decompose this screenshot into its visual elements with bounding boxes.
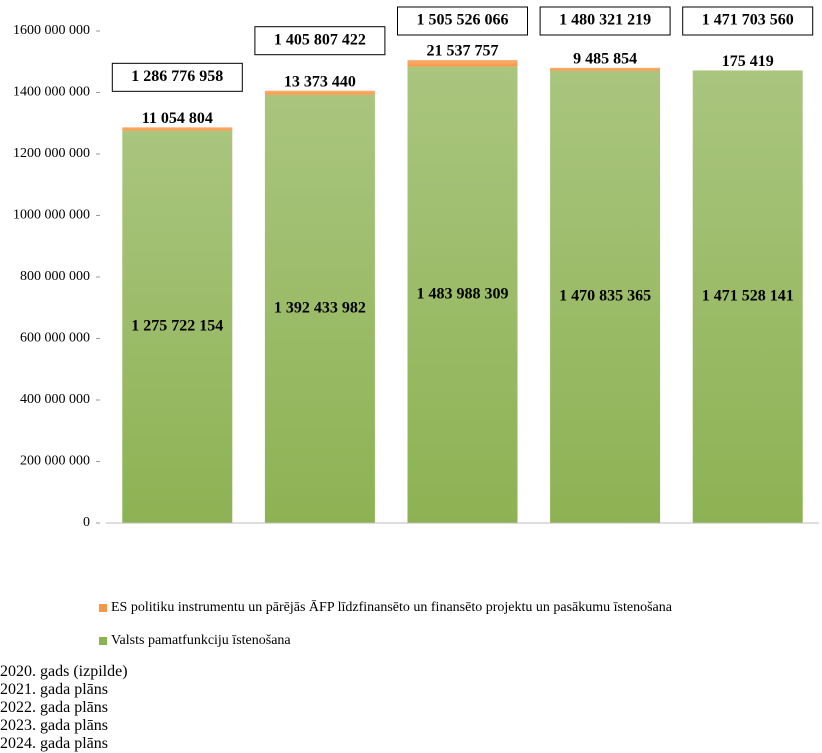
bar-segment <box>265 91 375 95</box>
x-tick-label: 2020. gads (izpilde) <box>0 663 822 681</box>
value-label: 175 419 <box>722 53 774 70</box>
y-tick-label: 1000 000 000 <box>13 208 90 223</box>
value-label: 1 392 433 982 <box>274 300 366 317</box>
bar-segment <box>550 68 660 71</box>
y-tick-label: 1400 000 000 <box>13 85 90 100</box>
value-label: 13 373 440 <box>284 73 356 90</box>
chart: 0 200 000 000 400 000 000 600 000 000 800 00… <box>0 0 822 658</box>
total-label: 1 505 526 066 <box>417 12 509 29</box>
value-label: 11 054 804 <box>142 110 213 127</box>
legend-swatch <box>99 604 107 612</box>
y-tick-label: 600 000 000 <box>20 331 90 346</box>
total-label: 1 480 321 219 <box>559 12 651 29</box>
value-label: 1 483 988 309 <box>417 286 509 303</box>
y-tick-label: 1600 000 000 <box>13 23 90 38</box>
bar-segment <box>122 127 232 130</box>
x-tick-label: 2024. gada plāns <box>0 735 822 753</box>
y-tick-label: 800 000 000 <box>20 269 90 284</box>
legend-label: Valsts pamatfunkciju īstenošana <box>111 633 291 648</box>
chart-container: 0 200 000 000 400 000 000 600 000 000 800 00… <box>0 0 822 658</box>
value-label: 1 275 722 154 <box>131 318 223 335</box>
legend-label: ES politiku instrumentu un pārējās ĀFP l… <box>111 599 673 615</box>
x-tick-label: 2021. gada plāns <box>0 681 822 699</box>
bar-segment <box>408 60 518 67</box>
value-label: 21 537 757 <box>427 43 499 60</box>
value-label: 1 470 835 365 <box>559 288 651 305</box>
total-label: 1 405 807 422 <box>274 31 366 48</box>
total-label: 1 286 776 958 <box>131 68 223 85</box>
y-tick-label: 200 000 000 <box>20 454 90 469</box>
value-label: 9 485 854 <box>573 50 637 67</box>
y-tick-label: 400 000 000 <box>20 392 90 407</box>
total-label: 1 471 703 560 <box>702 12 794 29</box>
value-label: 1 471 528 141 <box>702 287 794 304</box>
y-tick-label: 0 <box>83 515 90 530</box>
legend-swatch <box>99 637 107 645</box>
x-tick-label: 2022. gada plāns <box>0 699 822 717</box>
x-tick-label: 2023. gada plāns <box>0 717 822 735</box>
y-tick-label: 1200 000 000 <box>13 146 90 161</box>
